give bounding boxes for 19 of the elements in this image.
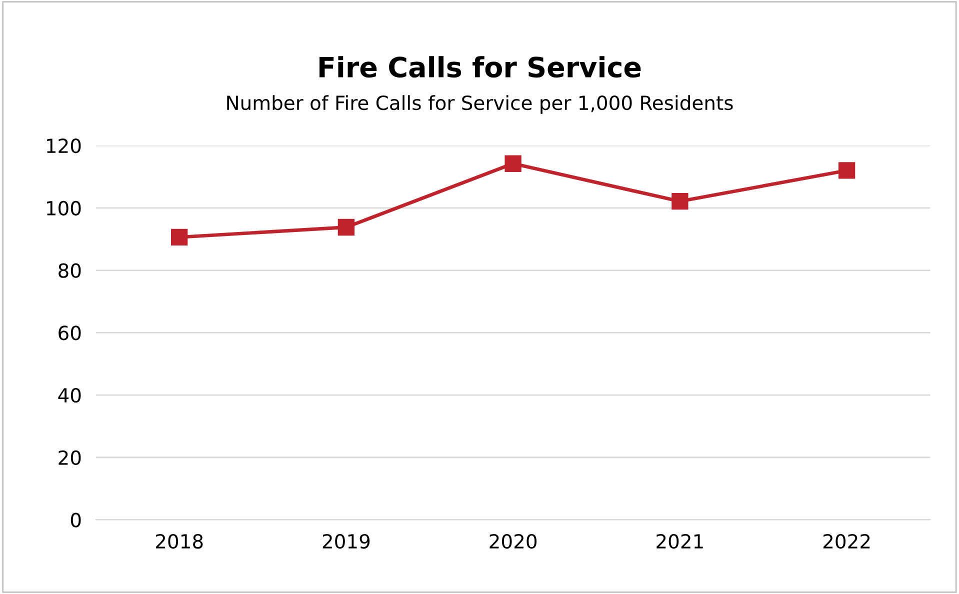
y-tick-label: 80 [58,263,81,278]
y-tick-label: 120 [47,138,81,154]
chart-title: Fire Calls for Service [320,56,641,78]
point [504,155,522,172]
y-tick-label: 0 [70,512,81,528]
point [338,218,355,236]
x-tick-label: 2018 [156,534,203,549]
y-tick-label: 20 [58,450,81,466]
x-tick-label: 2021 [656,534,703,549]
point [171,228,188,246]
chart-subtitle: Number of Fire Calls for Service per 1,000 Residents [227,95,733,114]
y-tick-label: 60 [58,326,81,340]
x-tick-label: 2020 [490,534,537,549]
x-tick-label: 2022 [823,534,870,549]
point [838,162,856,179]
y-tick-label: 40 [58,388,81,403]
point [672,193,688,210]
y-tick-label: 100 [47,200,81,216]
x-tick-label: 2019 [322,534,370,549]
